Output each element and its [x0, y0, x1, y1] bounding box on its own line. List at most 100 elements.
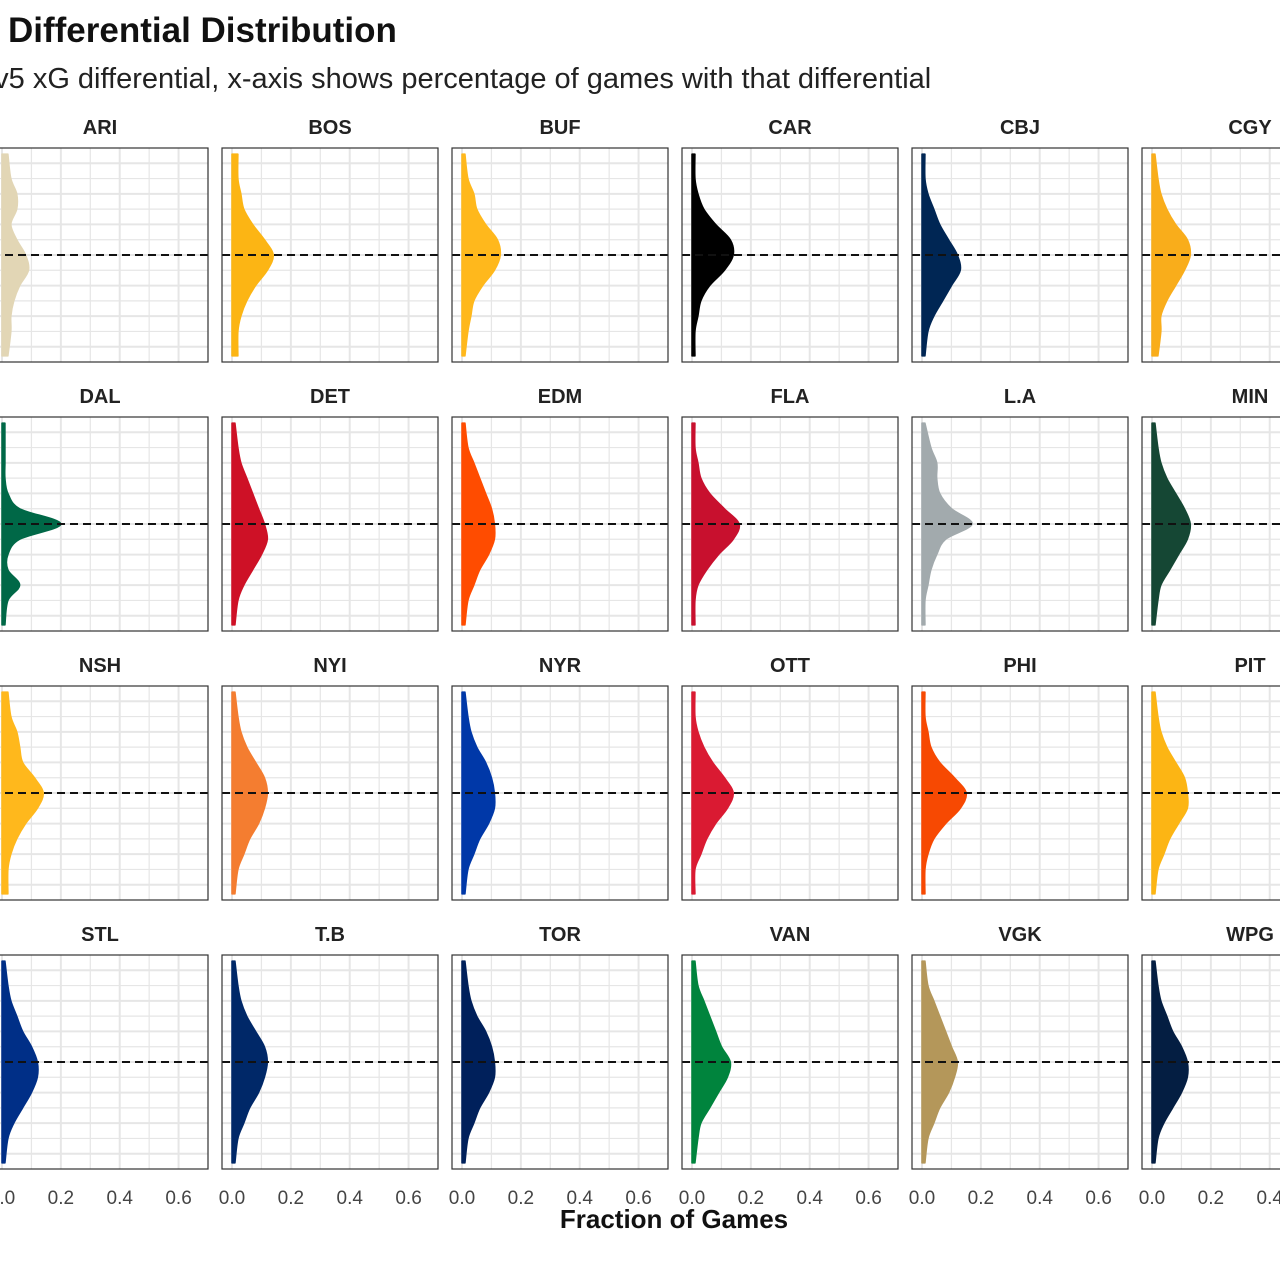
panel-border — [1141, 954, 1280, 1170]
panel-nyi: NYI — [221, 655, 439, 901]
x-tick-label: 0.2 — [48, 1188, 74, 1209]
panel-title: BOS — [308, 117, 351, 139]
panel-van: VAN 0.0 0.2 0.4 0.6 — [679, 924, 899, 1209]
panel-title: OTT — [770, 655, 810, 677]
x-tick-label: 0.2 — [968, 1188, 994, 1209]
panel-buf: BUF — [451, 117, 669, 363]
panel-title: DET — [310, 386, 350, 408]
panel-tb: T.B 0.0 0.2 0.4 0.6 — [219, 924, 439, 1209]
x-tick-label: 0.4 — [797, 1188, 824, 1209]
panel-title: DAL — [79, 386, 120, 408]
panel-ott: OTT — [681, 655, 899, 901]
panel-border — [1141, 416, 1280, 632]
panel-title: PIT — [1234, 655, 1265, 677]
panel-det: DET — [221, 386, 439, 632]
panel-title: TOR — [539, 924, 581, 946]
x-tick-label: 0.6 — [165, 1188, 191, 1209]
panel-min: MIN — [1141, 386, 1280, 632]
x-tick-label: 0.0 — [679, 1188, 705, 1209]
x-tick-label: 0.2 — [278, 1188, 304, 1209]
panel-border — [451, 416, 669, 632]
panel-border — [221, 685, 439, 901]
panel-tor: TOR 0.0 0.2 0.4 0.6 — [449, 924, 669, 1209]
panel-phi: PHI — [911, 655, 1129, 901]
panel-stl: STL 0.0 0.2 0.4 0.6 — [0, 924, 209, 1209]
chart-subtitle: 5v5 xG differential, x-axis shows percen… — [0, 63, 931, 95]
panel-border — [451, 685, 669, 901]
panel-title: NYI — [313, 655, 346, 677]
panel-title: NYR — [539, 655, 582, 677]
panel-title: CAR — [768, 117, 812, 139]
x-tick-label: 0.4 — [567, 1188, 594, 1209]
panel-border — [0, 954, 209, 1170]
panel-title: NSH — [79, 655, 121, 677]
panel-bos: BOS — [221, 117, 439, 363]
x-tick-label: 0.2 — [1198, 1188, 1224, 1209]
x-tick-label: 0.2 — [508, 1188, 534, 1209]
panel-border — [911, 147, 1129, 363]
panel-ari: ARI — [0, 117, 209, 363]
panel-title: WPG — [1226, 924, 1274, 946]
panel-title: STL — [81, 924, 119, 946]
panels-grid: ARI BOS BUF CAR CBJ CGY DAL DET EDM FLA L.A MIN NSH N… — [0, 117, 1280, 1209]
x-tick-label: 0.6 — [395, 1188, 421, 1209]
panel-nyr: NYR — [451, 655, 669, 901]
panel-title: FLA — [771, 386, 810, 408]
panel-border — [681, 147, 899, 363]
x-tick-label: 0.2 — [738, 1188, 764, 1209]
panel-pit: PIT — [1141, 655, 1280, 901]
panel-title: BUF — [539, 117, 580, 139]
x-axis-label: Fraction of Games — [560, 1204, 788, 1234]
x-tick-label: 0.0 — [449, 1188, 475, 1209]
panel-border — [681, 954, 899, 1170]
panel-border — [451, 954, 669, 1170]
panel-nsh: NSH — [0, 655, 209, 901]
panel-title: ARI — [83, 117, 117, 139]
panel-border — [0, 147, 209, 363]
x-tick-label: 0.6 — [855, 1188, 881, 1209]
panel-title: VGK — [998, 924, 1042, 946]
panel-dal: DAL — [0, 386, 209, 632]
density-area — [921, 422, 973, 626]
x-tick-label: 0.4 — [337, 1188, 364, 1209]
panel-cgy: CGY — [1141, 117, 1280, 363]
x-tick-label: 0.4 — [1257, 1188, 1280, 1209]
x-tick-label: 0.0 — [909, 1188, 935, 1209]
panel-car: CAR — [681, 117, 899, 363]
panel-title: VAN — [770, 924, 811, 946]
panel-border — [1141, 685, 1280, 901]
x-tick-label: 0.0 — [0, 1188, 15, 1209]
panel-border — [911, 416, 1129, 632]
panel-title: CBJ — [1000, 117, 1040, 139]
x-tick-label: 0.0 — [1139, 1188, 1165, 1209]
panel-border — [451, 147, 669, 363]
panel-vgk: VGK 0.0 0.2 0.4 0.6 — [909, 924, 1129, 1209]
panel-border — [681, 416, 899, 632]
panel-border — [1141, 147, 1280, 363]
x-tick-label: 0.0 — [219, 1188, 245, 1209]
x-tick-label: 0.6 — [1085, 1188, 1111, 1209]
panel-border — [221, 416, 439, 632]
panel-border — [911, 685, 1129, 901]
x-tick-label: 0.6 — [625, 1188, 651, 1209]
panel-title: EDM — [538, 386, 582, 408]
panel-la: L.A — [911, 386, 1129, 632]
panel-cbj: CBJ — [911, 117, 1129, 363]
panel-title: CGY — [1228, 117, 1272, 139]
panel-border — [221, 954, 439, 1170]
x-tick-label: 0.4 — [107, 1188, 134, 1209]
panel-title: MIN — [1232, 386, 1269, 408]
panel-title: L.A — [1004, 386, 1036, 408]
chart-title: Differential Distribution — [8, 11, 397, 50]
panel-title: PHI — [1003, 655, 1036, 677]
panel-border — [681, 685, 899, 901]
panel-border — [0, 685, 209, 901]
panel-edm: EDM — [451, 386, 669, 632]
panel-border — [0, 416, 209, 632]
panel-border — [911, 954, 1129, 1170]
panel-title: T.B — [315, 924, 345, 946]
panel-fla: FLA — [681, 386, 899, 632]
x-tick-label: 0.4 — [1027, 1188, 1054, 1209]
